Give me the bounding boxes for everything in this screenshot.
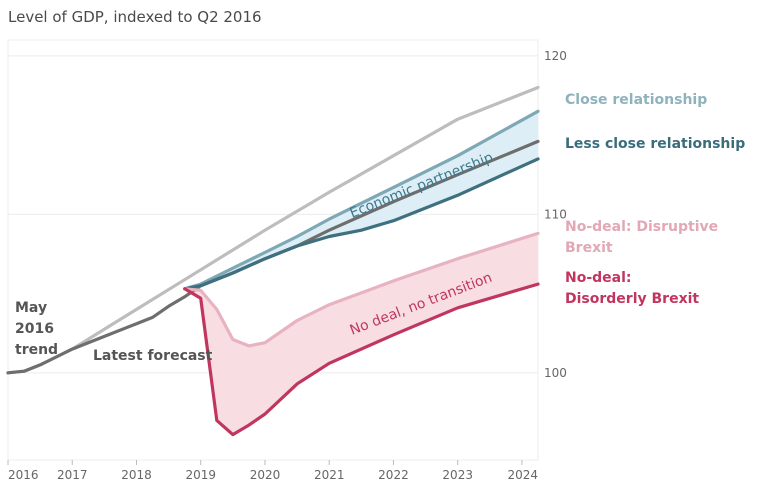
x-tick-label: 2023 (442, 468, 473, 482)
legend-entry-line: Less close relationship (565, 136, 745, 152)
legend-entry-line: Close relationship (565, 92, 707, 108)
x-tick-label: 2019 (185, 468, 216, 482)
annotation-trend-line: May (15, 300, 47, 316)
y-axis: 100 110 120 (544, 49, 567, 380)
x-axis: 2016 2017 2018 2019 2020 2021 2022 2023 2024 (7, 460, 538, 482)
legend-entry: No-deal: Disorderly Brexit (565, 270, 699, 307)
x-tick-label: 2022 (378, 468, 409, 482)
series-line-close-relationship (183, 109, 540, 291)
annotation-latest-forecast: Latest forecast (93, 348, 213, 364)
x-tick-label: 2017 (57, 468, 88, 482)
y-tick-label: 100 (544, 366, 567, 380)
legend-entry: Close relationship (565, 92, 707, 108)
x-tick-label: 2024 (507, 468, 538, 482)
x-tick-label: 2020 (250, 468, 281, 482)
y-tick-label: 110 (544, 207, 567, 221)
y-tick-label: 120 (544, 49, 567, 63)
legend: Close relationship Less close relationshi… (565, 92, 745, 307)
legend-entry-line: Disorderly Brexit (565, 291, 699, 307)
shaded-bands (184, 111, 538, 435)
chart-title: Level of GDP, indexed to Q2 2016 (8, 8, 262, 26)
series-lines (6, 85, 540, 437)
x-tick-label: 2016 (8, 468, 39, 482)
legend-entry: No-deal: Disruptive Brexit (565, 219, 718, 256)
legend-entry-line: No-deal: Disruptive (565, 219, 718, 235)
band-no-deal-no-transition (184, 233, 538, 435)
series-line-less-close-relationship (183, 157, 540, 291)
legend-entry: Less close relationship (565, 136, 745, 152)
series-line-no-deal-disruptive-brexit (183, 231, 540, 348)
annotation-trend: May 2016 trend (15, 300, 58, 358)
x-tick-label: 2018 (121, 468, 152, 482)
annotation-trend-line: 2016 (15, 321, 54, 337)
x-tick-label: 2021 (314, 468, 345, 482)
annotation-trend-line: trend (15, 342, 58, 358)
legend-entry-line: Brexit (565, 240, 613, 256)
series-line-no-deal-disorderly-brexit (183, 282, 540, 437)
legend-entry-line: No-deal: (565, 270, 632, 286)
series-line-unlabeled-2 (6, 139, 540, 375)
